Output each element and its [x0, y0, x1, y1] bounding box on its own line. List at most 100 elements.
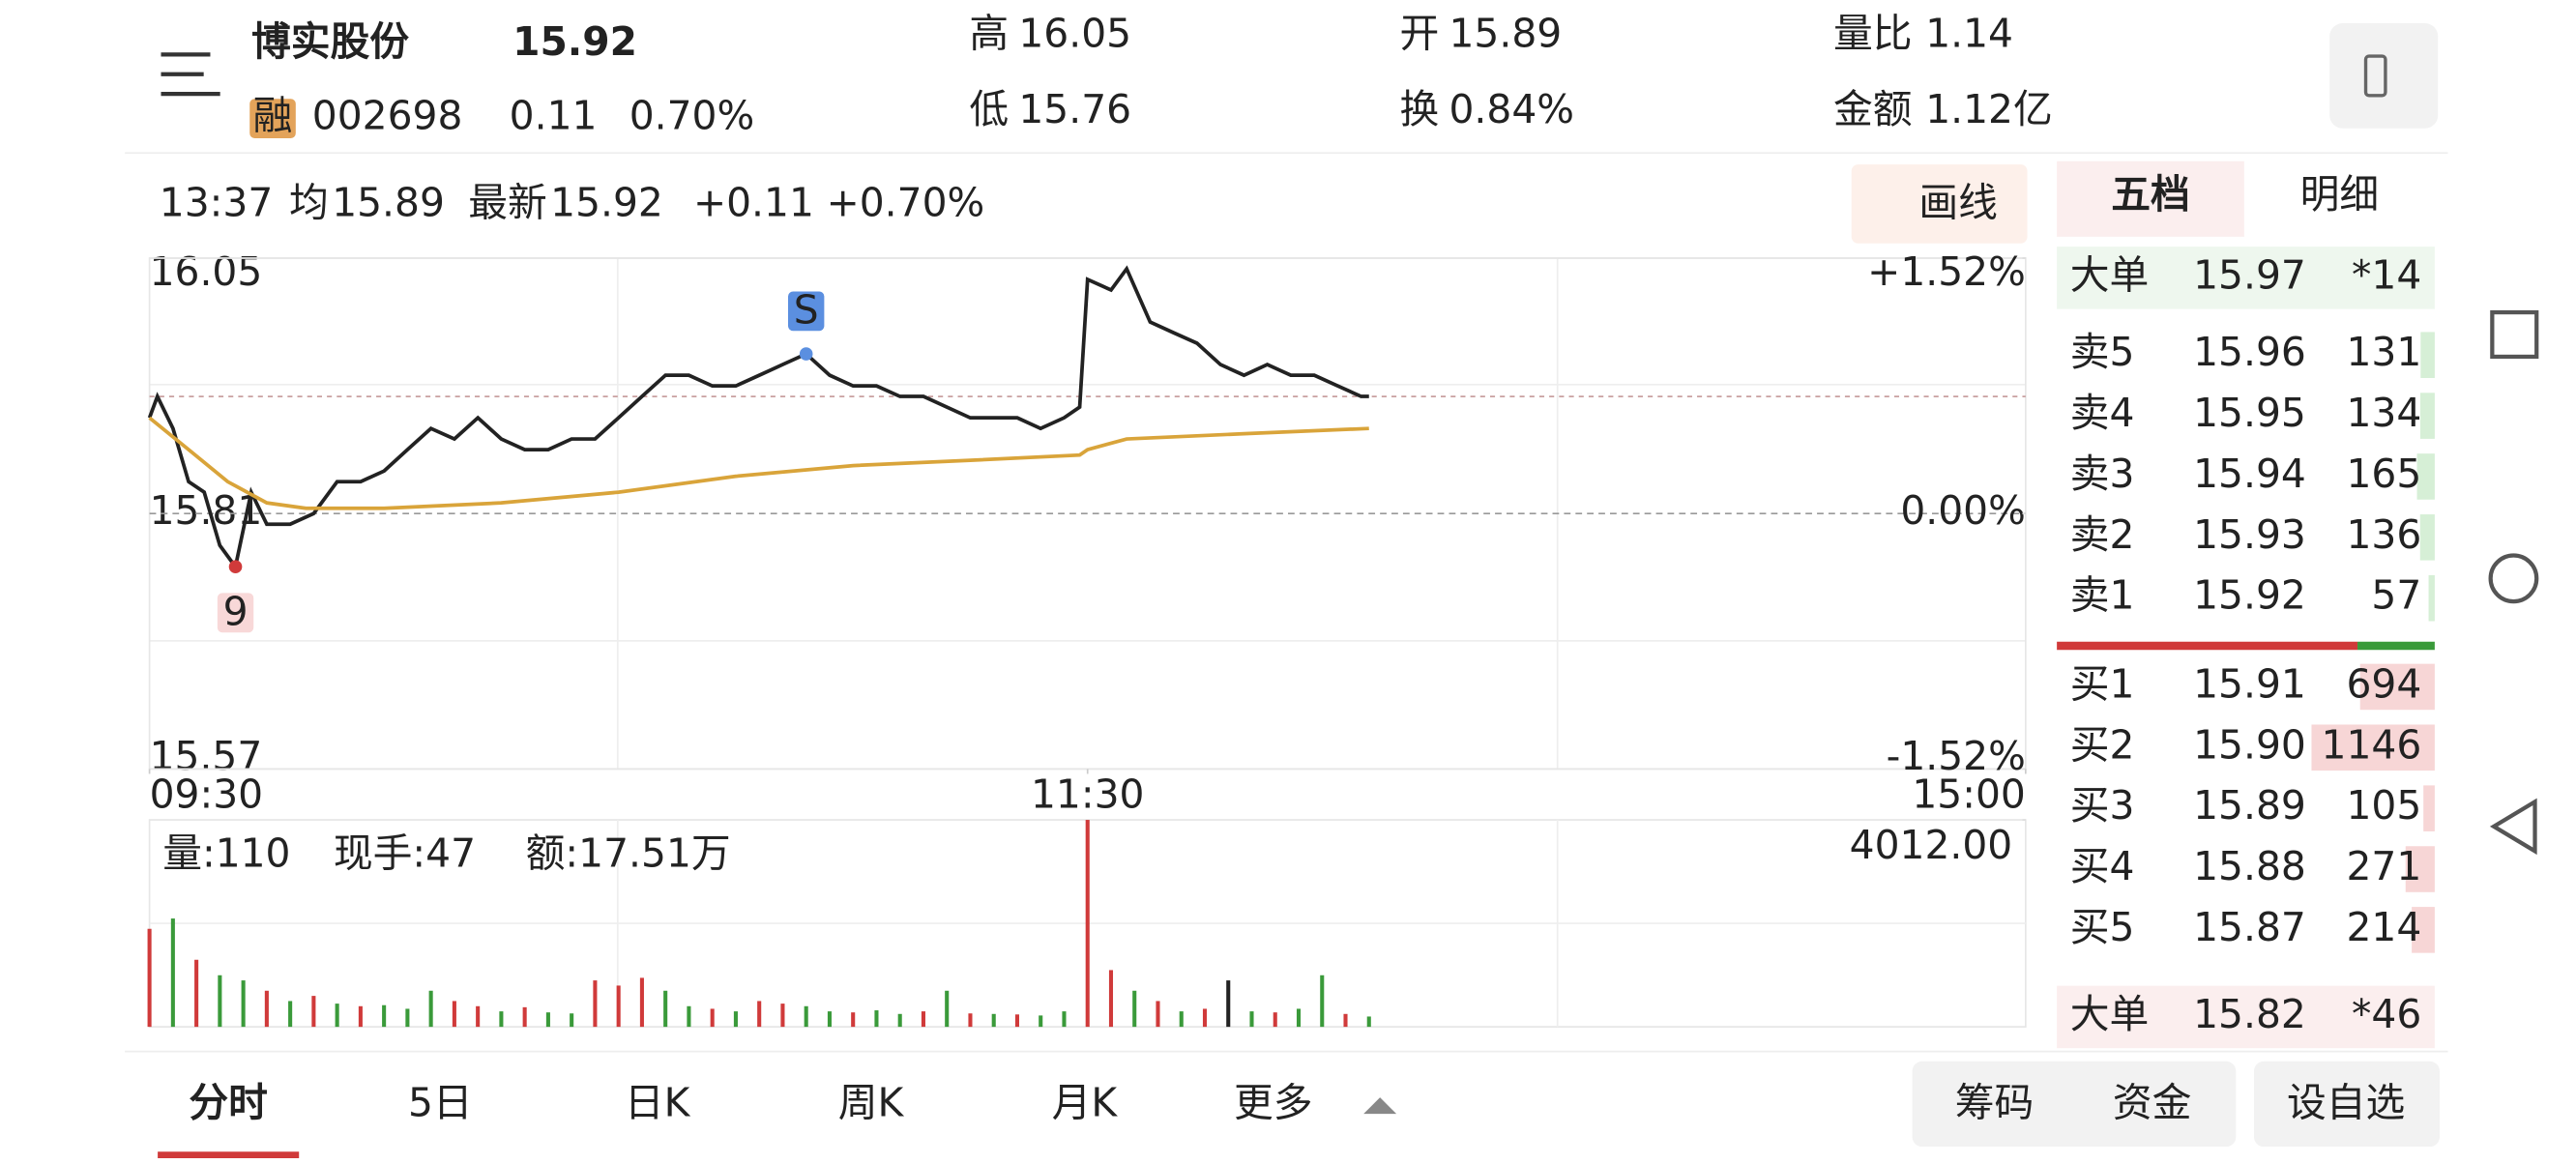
bottom-tab[interactable]: 更多 — [1234, 1080, 1313, 1126]
order-price: 15.93 — [2193, 511, 2306, 558]
tab[interactable]: 明细 — [2300, 171, 2380, 218]
order-price: 15.94 — [2193, 451, 2306, 497]
volume-bar — [921, 1011, 925, 1028]
draw-button[interactable]: 画线 — [1918, 180, 1998, 226]
volume-bar — [170, 918, 175, 1028]
tab[interactable]: 五档 — [2111, 171, 2190, 218]
volume-bar — [780, 1004, 785, 1028]
order-qty: 694 — [2346, 660, 2421, 707]
annotation-badge — [788, 291, 825, 332]
order-qty: 165 — [2346, 451, 2421, 497]
avg-value: 15.89 — [332, 180, 445, 226]
bottom-button[interactable]: 资金 — [2113, 1080, 2192, 1126]
volume-bar — [545, 1012, 550, 1028]
order-label: 买5 — [2070, 904, 2135, 950]
big-order-qty: *46 — [2352, 991, 2421, 1037]
volume-bar — [874, 1010, 879, 1028]
info-change-pct: +0.70% — [827, 180, 985, 226]
y-tick-label: 15.57 — [150, 733, 263, 779]
time: 13:37 — [160, 180, 273, 226]
volume-bar — [358, 1005, 363, 1028]
volume-bar — [897, 1013, 902, 1028]
volume-bar — [616, 985, 621, 1028]
order-label: 卖2 — [2070, 511, 2135, 558]
bottom-button[interactable]: 设自选 — [2287, 1080, 2405, 1126]
code: 002698 — [312, 93, 463, 139]
volume-bar — [1273, 1012, 1277, 1028]
volume-bar — [687, 1005, 691, 1028]
margin-tag: 融 — [253, 93, 293, 139]
volume-bar — [663, 990, 668, 1028]
volume-bar — [522, 1006, 527, 1028]
annotation-dot — [799, 347, 813, 361]
volume-bar — [968, 1013, 973, 1028]
order-price: 15.96 — [2193, 329, 2306, 375]
order-qty: 105 — [2346, 782, 2421, 829]
volume-bar — [476, 1005, 481, 1028]
stat-value: 1.14 — [1925, 11, 2013, 57]
order-price: 15.95 — [2193, 390, 2306, 436]
volume-bar — [1179, 1011, 1184, 1028]
bottom-tab[interactable]: 日K — [625, 1080, 691, 1126]
volume-bar — [241, 980, 246, 1028]
order-qty: 214 — [2346, 904, 2421, 950]
volume-bar — [1249, 1011, 1254, 1028]
order-qty-bar — [2420, 332, 2435, 379]
order-label: 买1 — [2070, 660, 2135, 707]
stat-label: 量比 — [1833, 11, 1913, 57]
bottom-tab[interactable]: 5日 — [408, 1080, 473, 1126]
order-qty-bar — [2311, 724, 2435, 771]
annotation-text: 9 — [223, 589, 249, 635]
layout — [125, 23, 2539, 1159]
volume-bar — [945, 990, 950, 1028]
order-price: 15.91 — [2193, 660, 2306, 707]
volume-bar — [1202, 1008, 1208, 1028]
volume-bar — [991, 1013, 996, 1028]
avg-label: 均 — [289, 180, 329, 226]
volume-bar — [288, 1001, 293, 1028]
volume-bar — [710, 1008, 715, 1028]
big-order-price: 15.97 — [2193, 251, 2306, 298]
bottom-tab[interactable]: 周K — [838, 1080, 905, 1126]
volume-bar — [1039, 1015, 1043, 1028]
bottom-button[interactable]: 筹码 — [1955, 1080, 2034, 1126]
volume-bar — [1132, 990, 1137, 1028]
order-qty: 134 — [2346, 390, 2421, 436]
volume-tick-label: 4012.00 — [1850, 822, 2013, 868]
y2-tick-label: 0.00% — [1900, 487, 2026, 534]
avg-line — [148, 416, 1369, 510]
order-label: 卖3 — [2070, 451, 2135, 497]
latest-value: 15.92 — [550, 180, 663, 226]
order-qty-bar — [2359, 663, 2435, 711]
volume-bar — [593, 980, 598, 1028]
bottom-tab[interactable]: 月K — [1052, 1080, 1119, 1126]
info-change: +0.11 — [693, 180, 814, 226]
volume-bar — [1062, 1011, 1067, 1028]
stat-label: 金额 — [1833, 86, 1913, 132]
change: 0.11 — [510, 93, 598, 139]
order-qty: 136 — [2346, 511, 2421, 558]
stat-value: 15.89 — [1449, 11, 1563, 57]
order-qty-bar — [2412, 907, 2435, 953]
stat-label: 换 — [1400, 86, 1440, 132]
stat-label: 开 — [1400, 11, 1440, 57]
order-qty-bar — [2405, 846, 2435, 892]
volume-bar — [1156, 1001, 1160, 1028]
change-pct: 0.70% — [629, 93, 755, 139]
volume-info: 现手:47 — [334, 829, 476, 876]
bottom-tab[interactable]: 分时 — [189, 1080, 268, 1126]
volume-bar — [570, 1013, 574, 1028]
volume-bar — [1343, 1013, 1348, 1028]
volume-bar — [1320, 975, 1325, 1028]
y-tick-label: 16.05 — [150, 248, 263, 295]
big-order-price: 15.82 — [2193, 991, 2306, 1037]
y2-tick-label: +1.52% — [1867, 248, 2026, 295]
volume-bar — [194, 959, 199, 1028]
volume-bar — [264, 990, 269, 1028]
annotation-dot — [228, 560, 243, 574]
volume-bar — [218, 975, 222, 1028]
order-qty: 57 — [2371, 572, 2421, 619]
order-label: 买3 — [2070, 782, 2135, 829]
stat-label: 低 — [969, 86, 1009, 132]
volume-bar — [335, 1004, 339, 1028]
